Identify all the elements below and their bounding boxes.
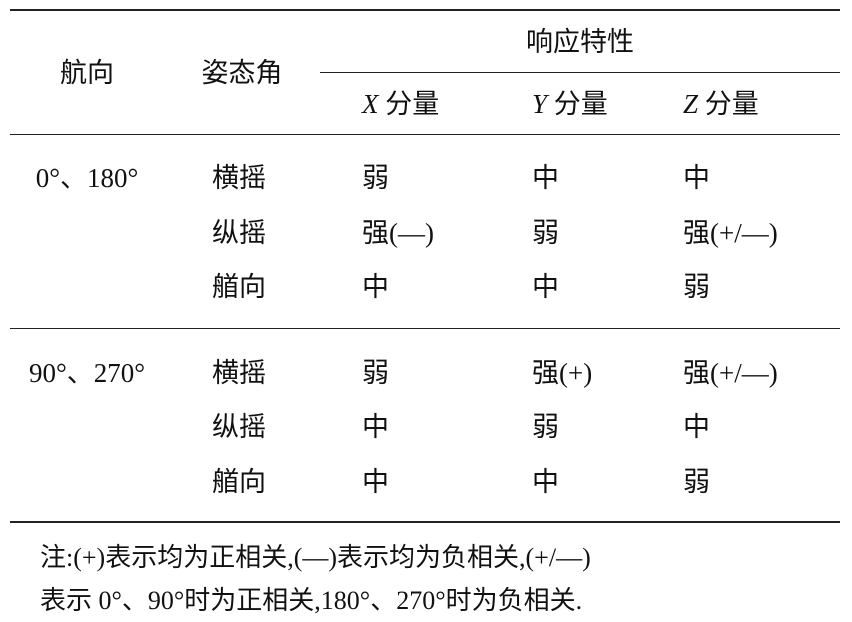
header-heading: 航向: [60, 58, 114, 88]
header-attitude: 姿态角: [201, 58, 283, 88]
cell-z: 强(+/—): [683, 218, 778, 248]
cell-z: 强(+/—): [683, 358, 778, 388]
row-attitude: 横摇: [212, 358, 266, 388]
cell-y: 弱: [532, 412, 559, 442]
header-response: 响应特性: [526, 27, 634, 57]
cell-z: 弱: [683, 272, 710, 302]
header-rule: [10, 134, 840, 135]
header-x-component: X 分量: [362, 89, 439, 119]
top-rule: [10, 9, 840, 11]
cell-y: 中: [532, 272, 559, 302]
axis-y: Y: [532, 89, 548, 119]
component-label: 分量: [553, 89, 608, 119]
cell-z: 中: [683, 412, 710, 442]
cell-x: 中: [362, 272, 389, 302]
table-note-line-1: 注:(+)表示均为正相关,(—)表示均为负相关,(+/—): [40, 543, 591, 572]
group-heading: 90°、270°: [28, 358, 146, 388]
row-attitude: 艏向: [212, 272, 266, 302]
axis-z: Z: [683, 89, 699, 119]
cell-y: 中: [532, 163, 559, 193]
cell-z: 弱: [683, 467, 710, 497]
cell-z: 中: [683, 163, 710, 193]
axis-x: X: [362, 89, 379, 119]
cell-x: 中: [362, 467, 389, 497]
cell-y: 中: [532, 467, 559, 497]
row-attitude: 纵摇: [212, 218, 266, 248]
cell-y: 强(+): [532, 358, 593, 388]
response-subrule: [320, 72, 840, 73]
cell-x: 弱: [362, 163, 389, 193]
group-heading: 0°、180°: [35, 163, 139, 193]
cell-x: 中: [362, 412, 389, 442]
cell-y: 弱: [532, 218, 559, 248]
bottom-rule: [10, 521, 840, 523]
row-attitude: 艏向: [212, 467, 266, 497]
row-attitude: 纵摇: [212, 412, 266, 442]
component-label: 分量: [704, 89, 759, 119]
cell-x: 强(—): [362, 218, 434, 248]
header-y-component: Y 分量: [532, 89, 608, 119]
table-note-line-2: 表示 0°、90°时为正相关,180°、270°时为负相关.: [40, 586, 583, 615]
group-divider: [10, 328, 840, 329]
cell-x: 弱: [362, 358, 389, 388]
row-attitude: 横摇: [212, 163, 266, 193]
header-z-component: Z 分量: [683, 89, 759, 119]
component-label: 分量: [385, 89, 440, 119]
